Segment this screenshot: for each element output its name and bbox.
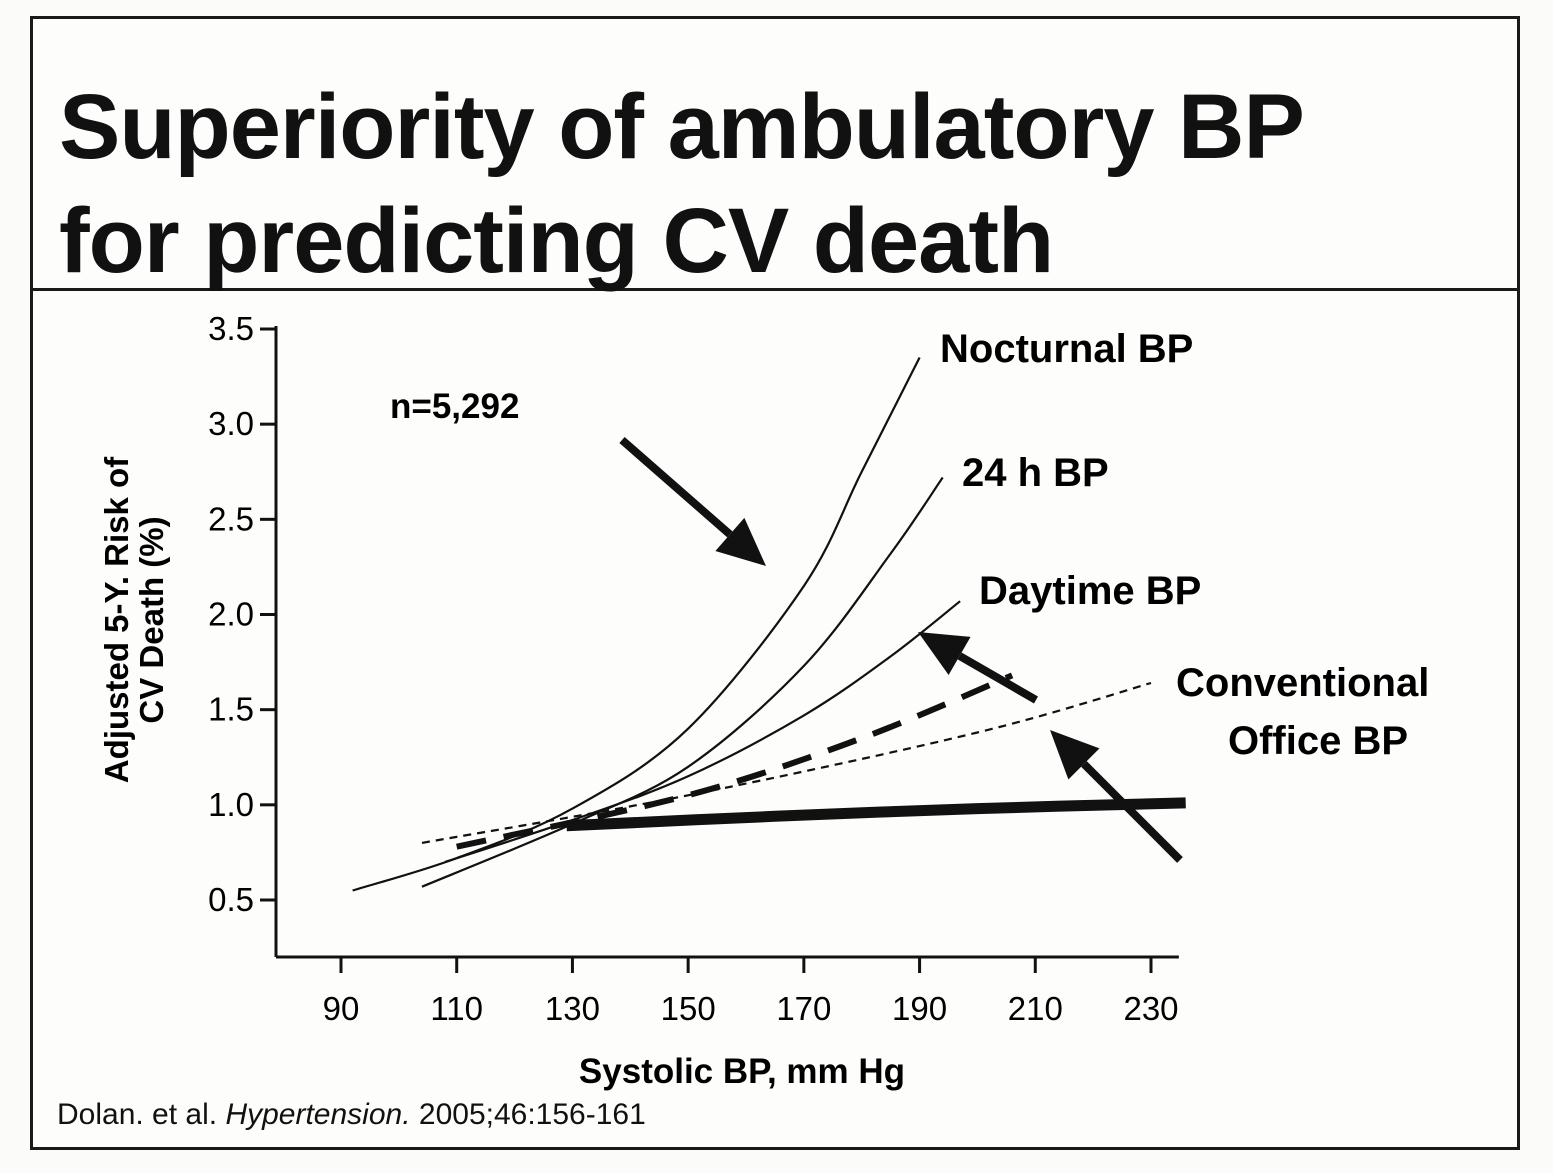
sample-size-annotation: n=5,292 <box>390 387 519 426</box>
y-tick-label: 2.0 <box>208 596 254 633</box>
x-tick-label: 90 <box>323 990 360 1027</box>
y-axis-label-line-2: CV Death (%) <box>133 516 170 723</box>
slide-frame: Superiority of ambulatory BP for predict… <box>30 16 1520 1150</box>
y-tick-label: 1.5 <box>208 691 254 728</box>
y-tick-label: 0.5 <box>208 881 254 918</box>
series-line-4 <box>456 672 1014 850</box>
series-label-2: 24 h BP <box>962 451 1109 495</box>
arrow-office-shaft <box>1081 761 1183 863</box>
citation-journal: Hypertension. <box>225 1098 411 1131</box>
x-tick-label: 190 <box>892 990 947 1027</box>
x-tick-label: 150 <box>661 990 716 1027</box>
citation: Dolan. et al. Hypertension. 2005;46:156-… <box>57 1098 646 1132</box>
arrow-nocturnal-head <box>715 517 766 566</box>
y-tick-label: 3.5 <box>208 310 254 347</box>
chart-arrows <box>619 436 1183 863</box>
citation-ref: 2005;46:156-161 <box>418 1098 646 1131</box>
series-line-6 <box>566 797 1186 832</box>
chart-series <box>352 357 1186 892</box>
chart-labels: Nocturnal BP 24 h BP Daytime BP Conventiona… <box>940 327 1429 763</box>
x-tick-label: 230 <box>1123 990 1178 1027</box>
x-tick-label: 130 <box>545 990 600 1027</box>
chart-axes <box>274 326 1179 959</box>
arrow-daytime-shaft <box>957 652 1038 704</box>
x-axis-label: Systolic BP, mm Hg <box>579 1052 905 1091</box>
x-tick-label: 110 <box>430 990 483 1027</box>
y-tick-label: 1.0 <box>208 786 254 823</box>
y-tick-label: 3.0 <box>208 405 254 442</box>
chart-ticks: 0.5 1.0 1.5 2.0 2.5 3.0 3.5 90 110 130 150 170 190 21… <box>208 310 1178 1027</box>
y-axis-label-line-1: Adjusted 5-Y. Risk of <box>98 456 135 783</box>
slide-title-line-2: for predicting CV death <box>59 190 1054 292</box>
series-line-5 <box>421 681 1152 844</box>
title-box: Superiority of ambulatory BP for predict… <box>33 19 1517 291</box>
series-label-3: Daytime BP <box>979 569 1201 613</box>
y-tick-label: 2.5 <box>208 500 254 537</box>
series-line-2 <box>421 476 944 888</box>
arrow-office-head <box>1050 730 1100 780</box>
series-label-1: Nocturnal BP <box>940 327 1193 371</box>
slide-title-line-1: Superiority of ambulatory BP <box>59 76 1305 178</box>
arrow-daytime-head <box>918 632 971 676</box>
citation-authors: Dolan. et al. <box>57 1098 218 1131</box>
arrow-nocturnal-shaft <box>619 436 733 538</box>
x-tick-label: 170 <box>776 990 831 1027</box>
series-label-5: Office BP <box>1228 719 1408 763</box>
series-label-4: Conventional <box>1176 661 1429 705</box>
x-tick-label: 210 <box>1008 990 1063 1027</box>
